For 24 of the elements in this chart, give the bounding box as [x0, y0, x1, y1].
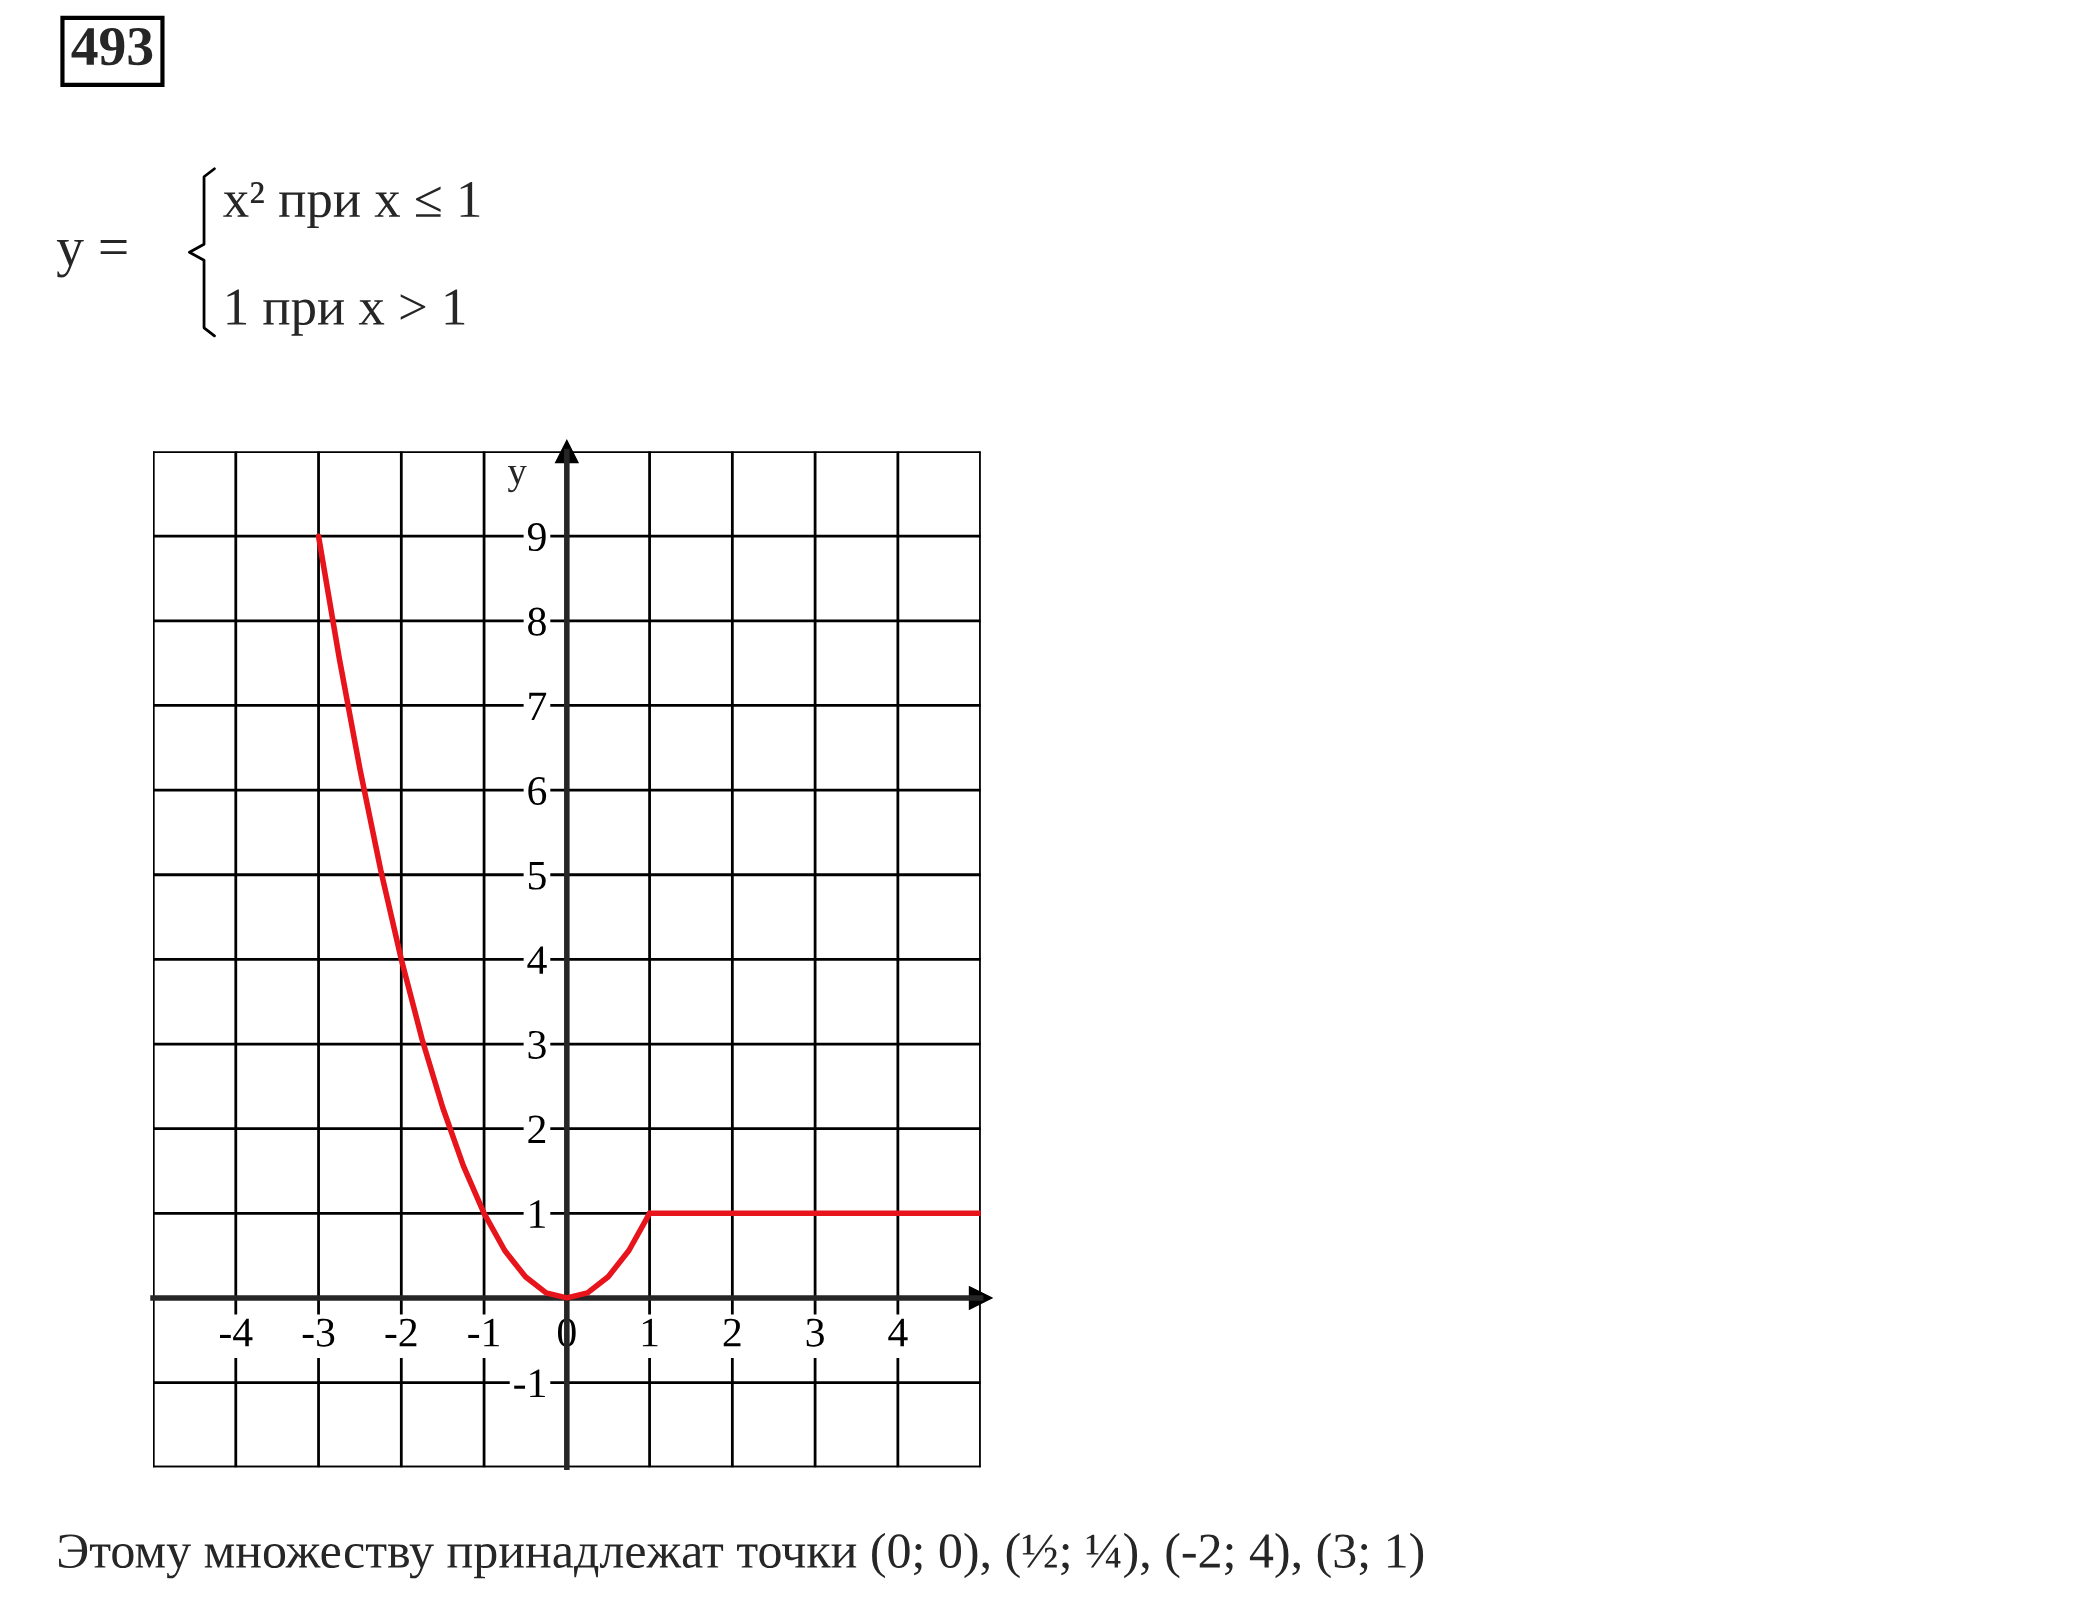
- text: 493: [71, 28, 153, 66]
- y-tick-label: 8: [528, 607, 546, 636]
- x-tick-label: -1: [468, 1318, 499, 1347]
- y-tick-label: 3: [528, 1030, 546, 1059]
- x-tick-label: -4: [219, 1318, 253, 1347]
- x-tick-label: 3: [806, 1318, 824, 1347]
- x-tick-label: -2: [385, 1318, 417, 1347]
- x-tick-label: -3: [302, 1318, 335, 1347]
- y-tick-label: 6: [528, 776, 547, 805]
- y-tick-label: 4: [527, 946, 547, 974]
- y-tick-label: 7: [529, 692, 547, 720]
- x-tick-label: 2: [723, 1318, 741, 1347]
- text: x² при x ≤ 1: [223, 181, 480, 229]
- text: 1 при x > 1: [227, 289, 465, 336]
- x-tick-label: 1: [642, 1318, 658, 1347]
- y-tick-label: -1: [514, 1369, 545, 1398]
- y-tick-label: 2: [528, 1115, 546, 1144]
- text: y =: [56, 240, 127, 278]
- y-tick-label: 5: [528, 861, 546, 890]
- y-tick-label: 1: [530, 1200, 545, 1228]
- y-axis-title: y: [507, 465, 527, 493]
- text: Этому множеству принадлежат точки (0; 0), (½; ¼), (-2; 4), (3; 1): [58, 1532, 1424, 1579]
- x-tick-label: 4: [888, 1318, 908, 1347]
- y-tick-label: 9: [527, 523, 546, 552]
